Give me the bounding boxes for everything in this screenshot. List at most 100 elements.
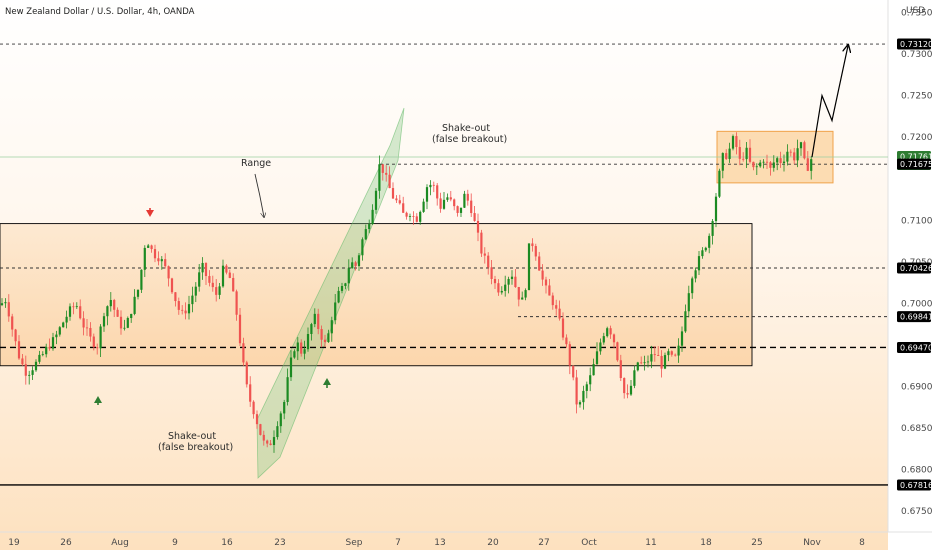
candle-body <box>320 329 323 340</box>
candle-body <box>684 311 687 332</box>
candle-body <box>0 303 4 306</box>
candle-body <box>680 331 684 346</box>
candle-body <box>354 262 357 267</box>
candle-body <box>221 265 225 287</box>
price-tag-label: 0.70426 <box>900 264 932 273</box>
candle-body <box>422 201 425 212</box>
candle-body <box>728 148 731 159</box>
x-tick-label: 27 <box>538 538 549 548</box>
x-tick-label: 11 <box>645 538 656 548</box>
candle-body <box>544 279 548 286</box>
candle-body <box>439 198 442 209</box>
candle-body <box>89 327 92 337</box>
candle-body <box>582 390 585 403</box>
candle-body <box>215 287 218 295</box>
candle-body <box>153 249 157 259</box>
candle-body <box>164 259 167 267</box>
candle-body <box>595 351 599 365</box>
candle-body <box>674 354 677 356</box>
candle-body <box>721 153 724 171</box>
candle-body <box>283 401 286 414</box>
x-tick-label: 26 <box>60 538 72 548</box>
candle-body <box>14 329 17 342</box>
candle-body <box>385 172 388 175</box>
candle-body <box>368 224 371 230</box>
down-arrow-icon <box>146 210 154 217</box>
candle-body <box>742 158 745 160</box>
candle-body <box>75 306 78 308</box>
candle-body <box>177 301 180 310</box>
candle-body <box>24 364 27 376</box>
chart-title: New Zealand Dollar / U.S. Dollar, 4h, OA… <box>5 7 195 17</box>
x-tick-label: 8 <box>859 538 865 548</box>
candle-body <box>449 197 452 200</box>
candle-body <box>293 351 296 358</box>
candle-body <box>561 318 565 338</box>
candle-body <box>612 334 616 343</box>
candle-body <box>405 212 408 217</box>
candle-body <box>31 370 34 375</box>
candle-body <box>572 365 575 378</box>
candle-body <box>381 164 384 173</box>
candle-body <box>249 384 252 402</box>
candle-body <box>425 187 429 202</box>
candle-body <box>667 351 670 356</box>
x-tick-label: 19 <box>8 538 20 548</box>
candle-body <box>347 268 350 284</box>
candle-body <box>786 151 789 162</box>
price-tag-label: 0.71761 <box>900 153 932 162</box>
candle-body <box>41 354 44 356</box>
candle-body <box>340 286 344 291</box>
candle-body <box>565 337 568 345</box>
candle-body <box>646 361 650 363</box>
candle-body <box>51 337 55 349</box>
candle-body <box>72 306 75 308</box>
candle-body <box>589 375 592 385</box>
candle-body <box>718 170 721 197</box>
candle-body <box>187 304 191 314</box>
candle-body <box>106 306 109 317</box>
candle-body <box>629 385 633 395</box>
candle-body <box>130 313 133 319</box>
x-tick-label: Oct <box>581 538 597 548</box>
candle-body <box>204 262 208 277</box>
candle-body <box>92 336 95 348</box>
price-tag <box>897 262 931 274</box>
candle-body <box>147 245 150 248</box>
candle-body <box>198 272 201 287</box>
candle-body <box>82 318 85 328</box>
candle-body <box>623 378 626 394</box>
candle-body <box>79 306 82 319</box>
candle-body <box>218 286 221 295</box>
price-axis[interactable]: 0.735000.730000.725000.720000.710000.705… <box>901 8 932 517</box>
x-tick-label: Aug <box>111 538 129 548</box>
price-tag <box>897 38 931 50</box>
candle-body <box>633 370 636 386</box>
candle-body <box>317 313 320 330</box>
candle-body <box>806 158 809 171</box>
candle-body <box>487 255 490 268</box>
y-tick-label: 0.67500 <box>901 507 932 517</box>
time-axis[interactable]: 19 26 Aug 9 16 23 Sep 7 13 20 27 Oct 11 18 25 Nov 8 <box>8 538 865 548</box>
candle-body <box>616 342 619 361</box>
candle-body <box>769 162 772 168</box>
candle-body <box>402 203 405 213</box>
x-tick-label: 13 <box>434 538 445 548</box>
candle-body <box>527 243 531 291</box>
candle-body <box>470 200 473 214</box>
candle-body <box>303 349 306 354</box>
candle-body <box>286 377 289 402</box>
candle-body <box>7 302 10 317</box>
x-tick-label: 7 <box>395 538 401 548</box>
candle-body <box>65 316 68 323</box>
candle-body <box>640 362 643 364</box>
candle-body <box>473 213 476 221</box>
candle-body <box>660 355 663 369</box>
candle-body <box>765 161 769 163</box>
candle-body <box>745 147 748 160</box>
candle-body <box>663 355 667 369</box>
